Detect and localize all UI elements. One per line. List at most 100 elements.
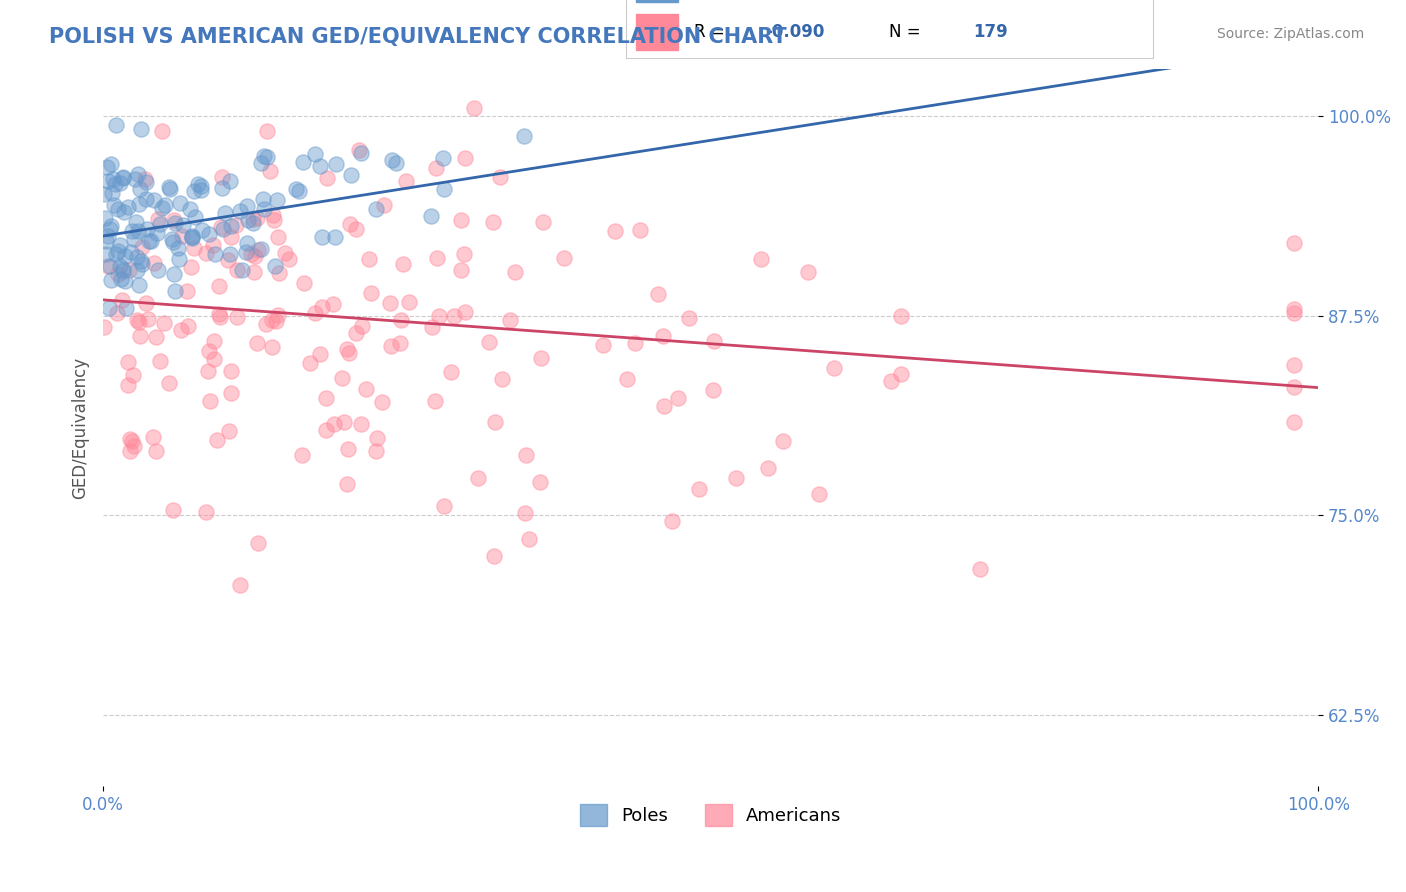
Poles: [100, 273, 122, 287]
Poles: [256, 150, 278, 164]
Legend: Poles, Americans: Poles, Americans: [571, 795, 851, 835]
Americans: [337, 346, 360, 360]
Poles: [229, 203, 252, 218]
Americans: [488, 170, 510, 185]
Americans: [93, 319, 115, 334]
Americans: [263, 213, 285, 227]
Text: N =: N =: [890, 23, 927, 41]
Americans: [969, 562, 991, 576]
Poles: [136, 222, 159, 236]
Poles: [219, 219, 242, 233]
Poles: [304, 147, 326, 161]
Poles: [108, 238, 131, 252]
Americans: [503, 265, 526, 279]
Poles: [190, 178, 212, 193]
Poles: [384, 156, 406, 170]
Poles: [98, 259, 121, 273]
Americans: [454, 151, 477, 165]
Poles: [172, 218, 194, 232]
Poles: [311, 230, 333, 244]
Americans: [225, 263, 247, 277]
Americans: [616, 371, 638, 385]
Americans: [107, 267, 129, 281]
Americans: [332, 371, 354, 385]
Americans: [198, 394, 221, 409]
Americans: [315, 423, 337, 437]
Poles: [96, 246, 118, 260]
Americans: [120, 443, 142, 458]
Poles: [263, 260, 285, 274]
Americans: [530, 351, 553, 366]
Americans: [228, 578, 250, 592]
Poles: [121, 224, 143, 238]
Americans: [202, 334, 225, 349]
Poles: [139, 235, 162, 249]
Poles: [125, 263, 148, 277]
Americans: [433, 499, 456, 513]
Americans: [453, 247, 475, 261]
Americans: [426, 252, 449, 266]
Poles: [103, 198, 125, 212]
Americans: [336, 476, 359, 491]
Americans: [134, 172, 156, 186]
Americans: [157, 376, 180, 391]
Poles: [94, 234, 117, 248]
Americans: [389, 336, 412, 351]
Americans: [1282, 301, 1305, 316]
Americans: [142, 256, 165, 270]
Americans: [176, 285, 198, 299]
Americans: [226, 310, 249, 325]
Poles: [107, 202, 129, 216]
Americans: [117, 354, 139, 368]
Americans: [219, 386, 242, 401]
Poles: [167, 252, 190, 266]
Americans: [246, 243, 269, 257]
Poles: [219, 247, 242, 261]
Poles: [111, 169, 134, 184]
Americans: [105, 305, 128, 319]
Americans: [772, 434, 794, 448]
Americans: [347, 143, 370, 157]
Americans: [122, 439, 145, 453]
Poles: [242, 216, 264, 230]
Poles: [125, 214, 148, 228]
Americans: [513, 506, 536, 520]
Poles: [181, 231, 204, 245]
Text: POLISH VS AMERICAN GED/EQUIVALENCY CORRELATION CHART: POLISH VS AMERICAN GED/EQUIVALENCY CORRE…: [49, 27, 787, 46]
Americans: [117, 378, 139, 392]
Americans: [246, 536, 269, 550]
Poles: [125, 250, 148, 264]
Americans: [208, 278, 231, 293]
Americans: [666, 391, 689, 405]
Poles: [252, 192, 274, 206]
Poles: [250, 243, 273, 257]
Poles: [309, 159, 332, 173]
Poles: [325, 157, 347, 171]
Americans: [277, 252, 299, 266]
Americans: [246, 336, 269, 351]
Poles: [266, 193, 288, 207]
Americans: [264, 313, 287, 327]
Americans: [478, 335, 501, 350]
Poles: [191, 223, 214, 237]
Poles: [157, 179, 180, 194]
Americans: [225, 218, 247, 232]
Americans: [1282, 380, 1305, 394]
Americans: [254, 317, 277, 331]
Poles: [513, 128, 536, 143]
Americans: [553, 251, 575, 265]
Americans: [245, 249, 267, 263]
Poles: [97, 174, 120, 188]
Text: -0.090: -0.090: [765, 23, 825, 41]
Americans: [170, 229, 193, 244]
Americans: [531, 215, 554, 229]
Americans: [162, 503, 184, 517]
Americans: [118, 263, 141, 277]
Americans: [177, 318, 200, 333]
Americans: [197, 364, 219, 378]
Americans: [202, 352, 225, 367]
Americans: [678, 310, 700, 325]
Poles: [143, 193, 166, 207]
Americans: [316, 171, 339, 186]
Americans: [219, 363, 242, 377]
